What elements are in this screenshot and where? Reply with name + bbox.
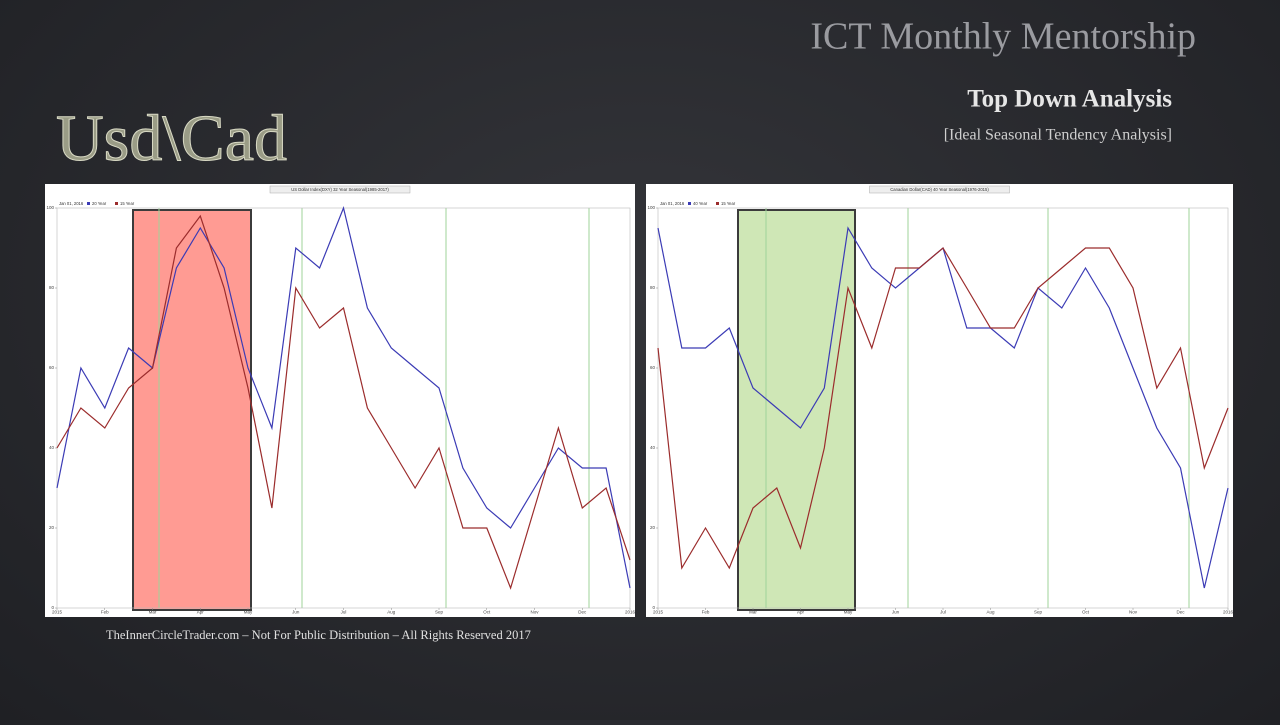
- x-tick-label: 2015: [653, 610, 664, 615]
- x-tick-label: Mar: [749, 610, 757, 615]
- x-tick-label: Sep: [435, 610, 444, 615]
- y-tick-label: 40: [49, 445, 55, 450]
- x-tick-label: May: [244, 610, 253, 615]
- series-line: [56, 214, 631, 590]
- legend-label: 20 Year: [92, 201, 107, 206]
- slide-tagline: [Ideal Seasonal Tendency Analysis]: [944, 127, 1172, 144]
- slide-subtitle: Top Down Analysis: [967, 86, 1172, 113]
- x-tick-label: Nov: [530, 610, 539, 615]
- x-tick-label: Feb: [702, 610, 710, 615]
- x-tick-label: Dec: [1176, 610, 1185, 615]
- legend-label: 15 Year: [721, 201, 736, 206]
- legend-swatch: [87, 202, 90, 205]
- chart-date: Jan 01, 2016: [660, 201, 685, 206]
- title-box: [869, 185, 1010, 194]
- legend-swatch: [115, 202, 118, 205]
- chart-title: US Dollar Index(DXY) 32 Year Seasonal(19…: [291, 187, 389, 192]
- highlight-box: [132, 209, 252, 611]
- highlight-box: [737, 209, 856, 611]
- x-tick-label: Aug: [387, 610, 396, 615]
- pair-title: Usd\Cad: [56, 102, 287, 175]
- footer: TheInnerCircleTrader.com – Not For Publi…: [106, 628, 531, 642]
- y-tick-label: 100: [46, 205, 54, 210]
- y-tick-label: 80: [650, 285, 656, 290]
- y-tick-label: 40: [650, 445, 656, 450]
- y-tick-label: 60: [49, 365, 55, 370]
- x-tick-label: Mar: [149, 610, 157, 615]
- x-tick-label: 2016: [625, 610, 636, 615]
- slide-title: ICT Monthly Mentorship: [810, 16, 1196, 58]
- y-tick-label: 60: [650, 365, 656, 370]
- x-tick-label: 2015: [52, 610, 63, 615]
- x-tick-label: Apr: [197, 610, 205, 615]
- x-tick-label: Apr: [797, 610, 805, 615]
- x-tick-label: Nov: [1129, 610, 1138, 615]
- x-tick-label: Sep: [1034, 610, 1043, 615]
- x-tick-label: Aug: [986, 610, 995, 615]
- y-tick-label: 20: [49, 525, 55, 530]
- y-tick-label: 0: [51, 605, 54, 610]
- charts: US Dollar Index(DXY) 32 Year Seasonal(19…: [45, 184, 1234, 617]
- series-line: [657, 247, 1229, 570]
- x-tick-label: Jul: [940, 610, 946, 615]
- chart-title: Canadian Dollar(CAD) 40 Year Seasonal(19…: [890, 187, 989, 192]
- title-box: [269, 185, 411, 194]
- legend-label: 40 Year: [693, 201, 708, 206]
- x-tick-label: Jun: [292, 610, 300, 615]
- legend-swatch: [688, 202, 691, 205]
- x-tick-label: 2016: [1223, 610, 1234, 615]
- x-tick-label: Oct: [483, 610, 491, 615]
- x-tick-label: Feb: [101, 610, 109, 615]
- y-tick-label: 20: [650, 525, 656, 530]
- y-tick-label: 0: [652, 605, 655, 610]
- x-tick-label: Dec: [578, 610, 587, 615]
- legend-label: 15 Year: [120, 201, 135, 206]
- legend-swatch: [716, 202, 719, 205]
- x-tick-label: Jun: [892, 610, 900, 615]
- chart-date: Jan 01, 2016: [59, 201, 84, 206]
- x-tick-label: Oct: [1082, 610, 1090, 615]
- x-tick-label: May: [844, 610, 853, 615]
- y-tick-label: 80: [49, 285, 55, 290]
- y-tick-label: 100: [647, 205, 655, 210]
- chart-frame: [646, 184, 1233, 617]
- x-tick-label: Jul: [341, 610, 347, 615]
